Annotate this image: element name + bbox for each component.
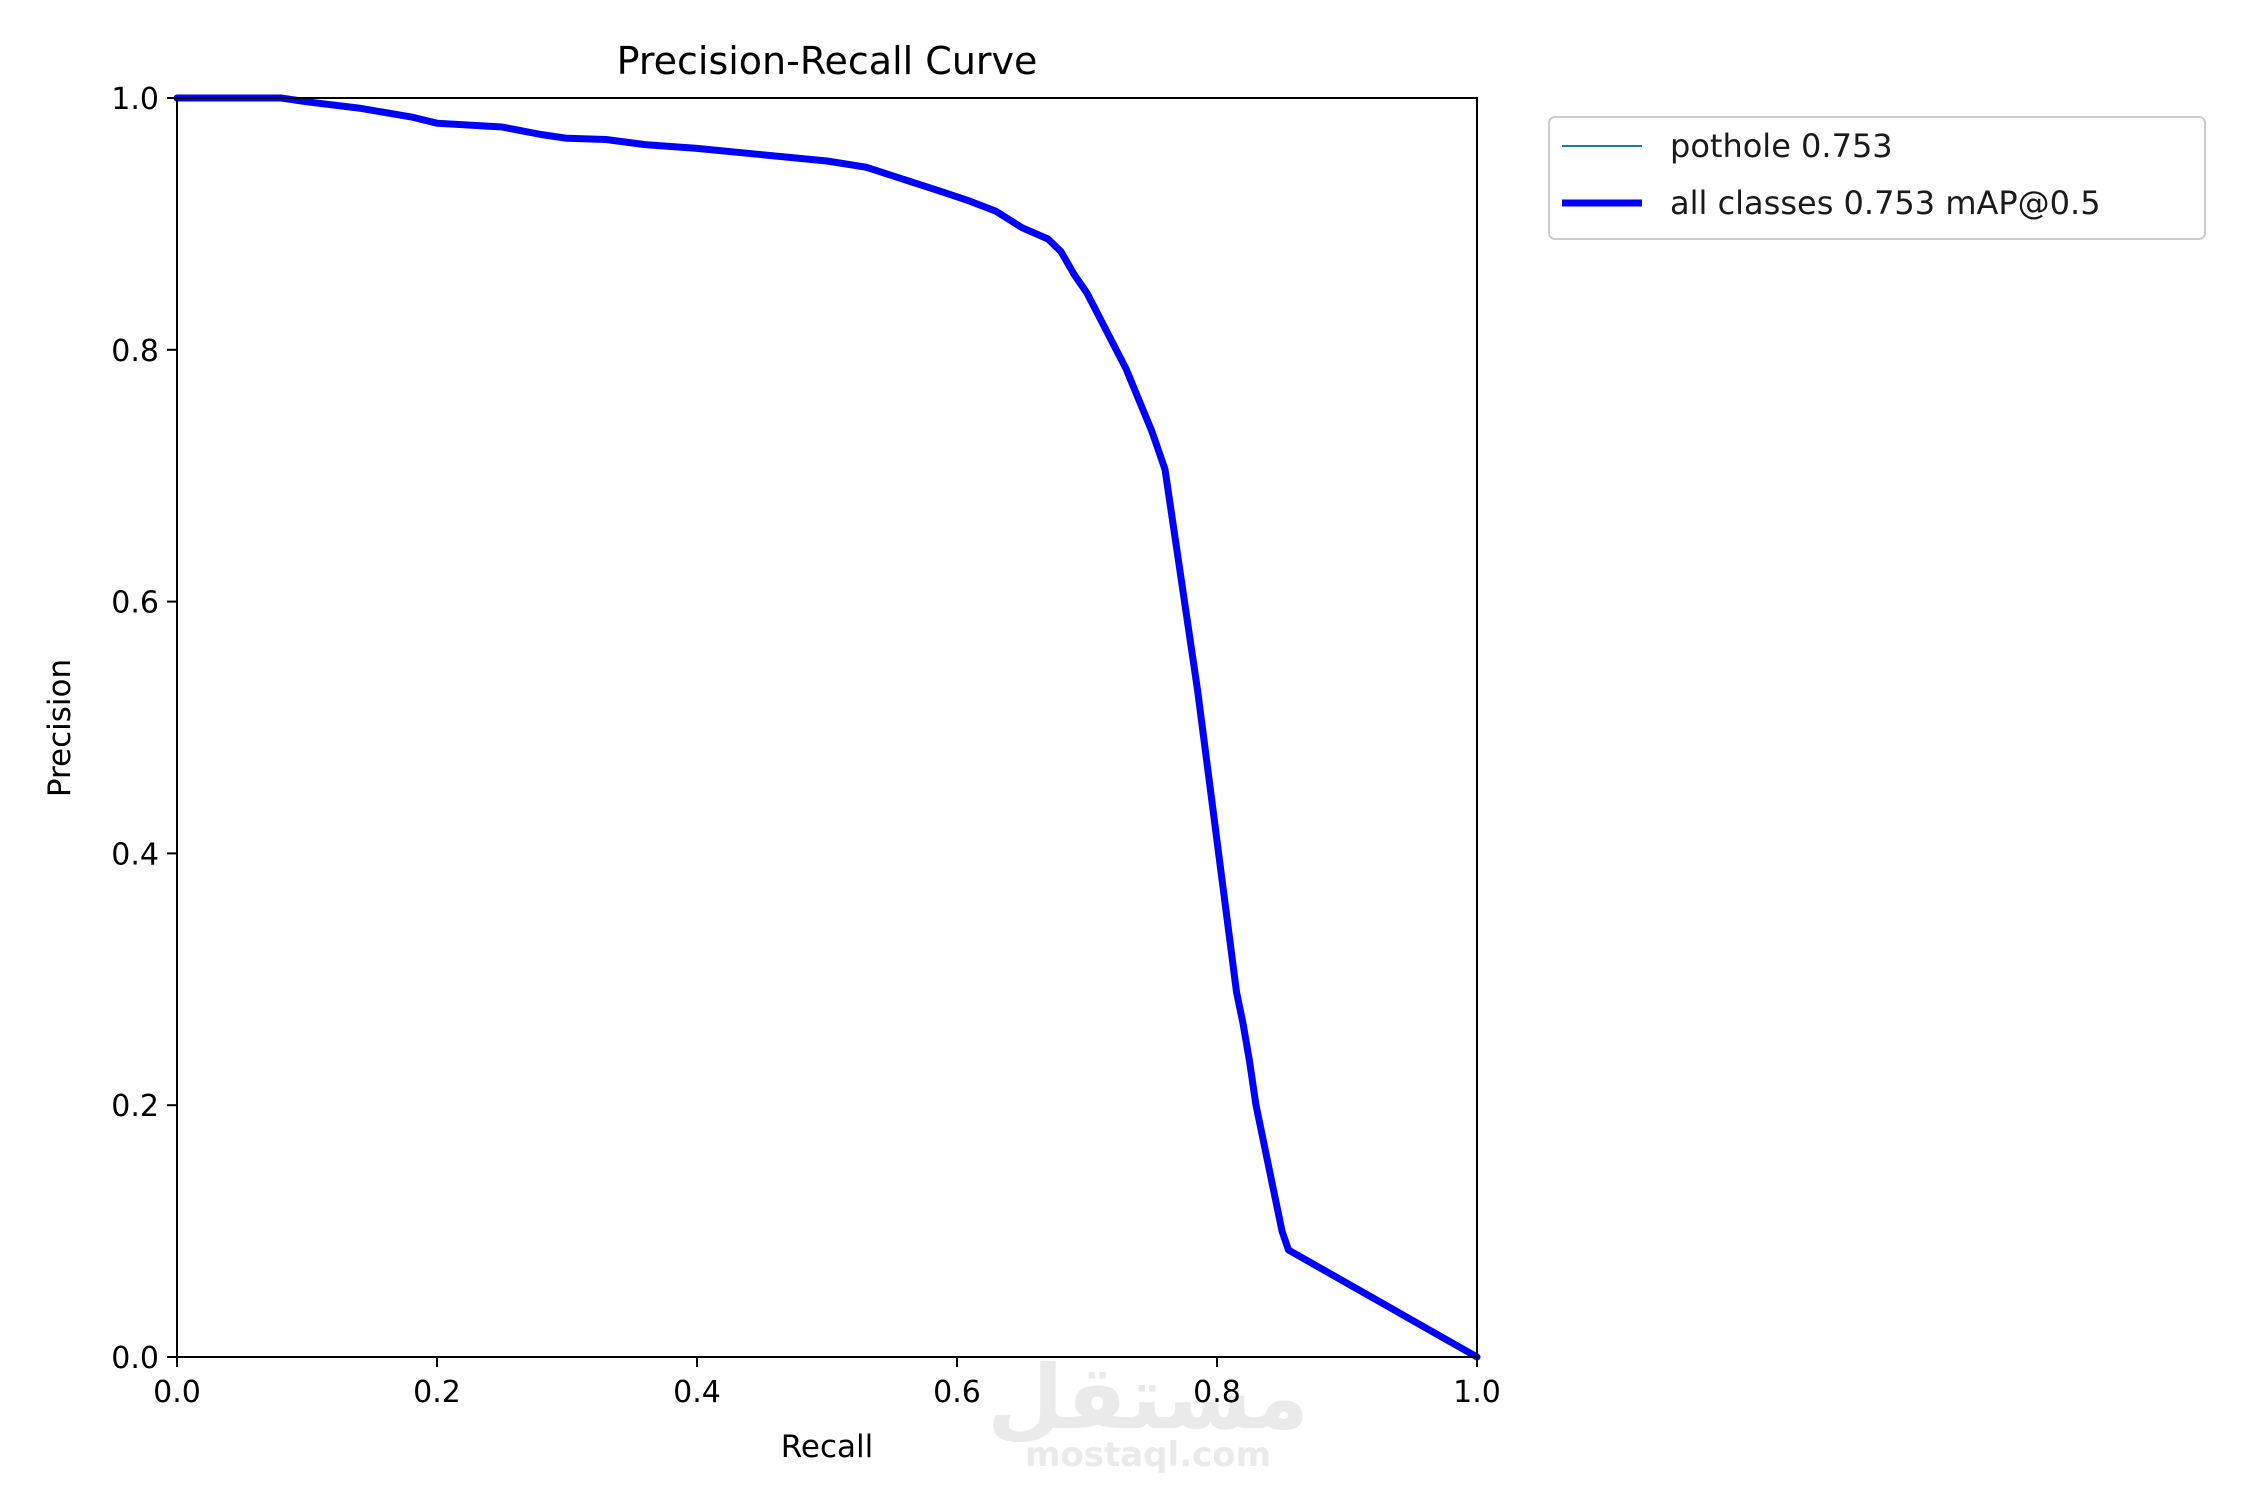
watermark-arabic: مستقل — [987, 1346, 1309, 1449]
x-tick-label: 0.2 — [413, 1375, 461, 1410]
y-tick-label: 0.2 — [111, 1089, 159, 1124]
legend-label: all classes 0.753 mAP@0.5 — [1670, 184, 2101, 222]
x-axis-label: Recall — [781, 1429, 874, 1465]
series-line-pothole — [176, 97, 1478, 1358]
legend: pothole 0.753 all classes 0.753 mAP@0.5 — [1548, 116, 2206, 240]
watermark-latin: mostaql.com — [1025, 1435, 1271, 1475]
x-tick-label: 0.0 — [153, 1375, 201, 1410]
plot-frame — [176, 97, 1478, 1358]
watermark: مستقل mostaql.com — [987, 1346, 1309, 1475]
x-tick-label: 0.4 — [673, 1375, 721, 1410]
x-axis: 0.0 0.2 0.4 0.6 0.8 1.0 — [153, 1357, 1501, 1410]
series-line-all-classes — [173, 94, 1481, 1361]
y-tick-label: 0.4 — [111, 837, 159, 872]
series-layer — [173, 94, 1481, 1361]
y-tick-label: 1.0 — [111, 82, 159, 117]
x-tick-label: 0.8 — [1193, 1375, 1241, 1410]
chart-title: Precision-Recall Curve — [617, 39, 1038, 83]
legend-label: pothole 0.753 — [1670, 127, 1893, 165]
x-tick-label: 1.0 — [1453, 1375, 1501, 1410]
y-tick-label: 0.8 — [111, 334, 159, 369]
y-tick-label: 0.0 — [111, 1341, 159, 1376]
y-axis-label: Precision — [42, 659, 78, 797]
legend-box — [1548, 116, 2206, 240]
y-tick-label: 0.6 — [111, 586, 159, 621]
y-axis: 0.0 0.2 0.4 0.6 0.8 1.0 — [111, 82, 177, 1376]
x-tick-label: 0.6 — [933, 1375, 981, 1410]
